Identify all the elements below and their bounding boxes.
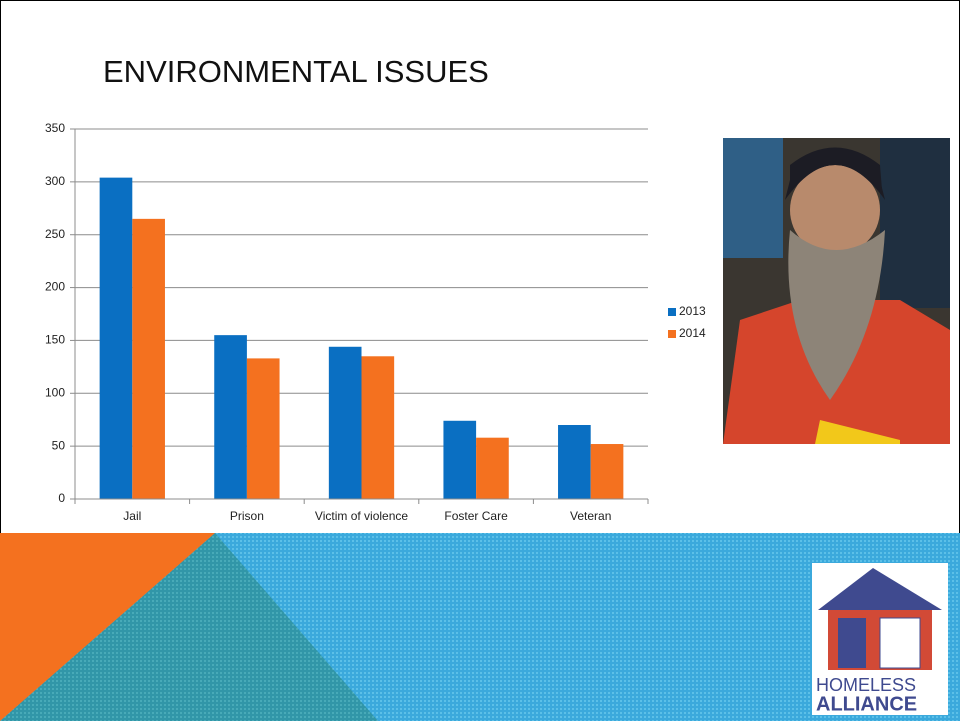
logo-line2: ALLIANCE — [816, 693, 917, 715]
x-tick-label: Victim of violence — [315, 509, 408, 523]
y-tick-label: 0 — [58, 491, 65, 505]
bar — [100, 178, 133, 499]
y-tick-label: 250 — [45, 227, 65, 241]
slide-title: ENVIRONMENTAL ISSUES — [103, 54, 489, 89]
legend-swatch — [668, 308, 676, 316]
x-tick-label: Foster Care — [444, 509, 508, 523]
y-tick-label: 350 — [45, 121, 65, 135]
bar — [362, 356, 395, 499]
photo — [723, 138, 950, 444]
logo: HOMELESS ALLIANCE — [812, 563, 948, 715]
bar — [132, 219, 165, 499]
bar — [329, 347, 362, 499]
legend-label: 2013 — [679, 304, 706, 318]
x-tick-label: Jail — [123, 509, 141, 523]
bar — [443, 421, 476, 499]
x-tick-label: Veteran — [570, 509, 611, 523]
bar — [476, 438, 509, 499]
y-tick-label: 150 — [45, 333, 65, 347]
bar — [558, 425, 591, 499]
y-tick-label: 50 — [52, 438, 66, 452]
bar — [247, 358, 280, 499]
legend-swatch — [668, 330, 676, 338]
bar — [214, 335, 247, 499]
bar — [591, 444, 624, 499]
legend-label: 2014 — [679, 326, 706, 340]
y-tick-label: 300 — [45, 174, 65, 188]
x-tick-label: Prison — [230, 509, 264, 523]
page: {"slide": {"title": "ENVIRONMENTAL ISSUE… — [0, 0, 960, 721]
y-tick-label: 200 — [45, 280, 65, 294]
y-tick-label: 100 — [45, 385, 65, 399]
slide: ENVIRONMENTAL ISSUES HOMELESS ALLIANCE 0… — [0, 0, 960, 721]
logo-line1: HOMELESS — [816, 675, 916, 695]
